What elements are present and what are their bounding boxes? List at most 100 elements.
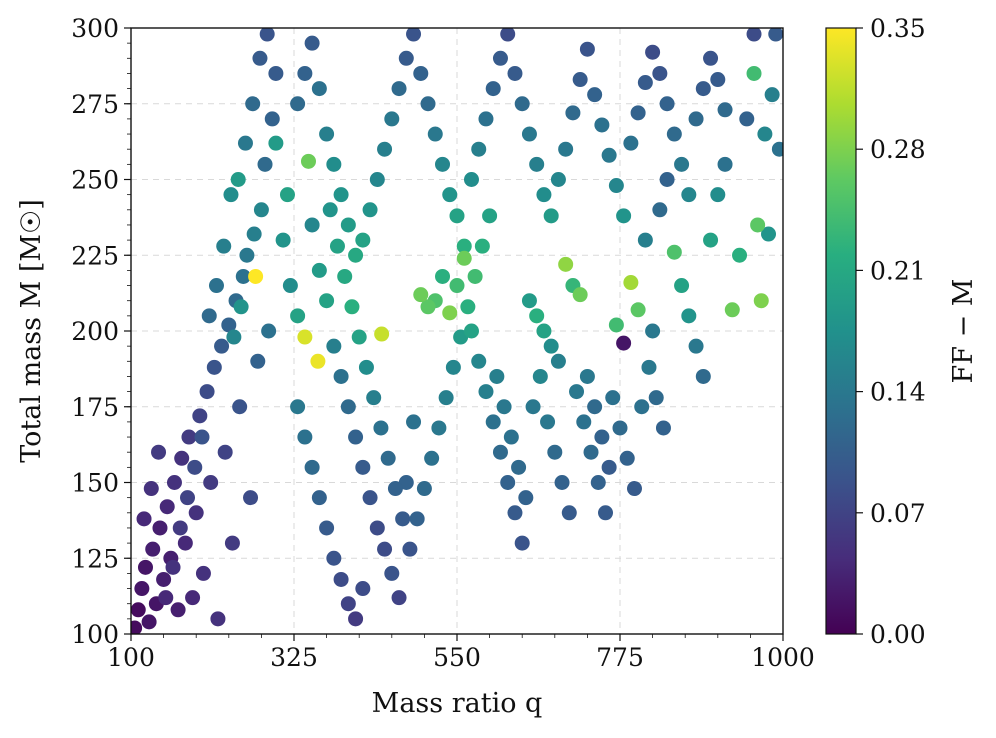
y-tick-label: 250	[71, 166, 119, 195]
scatter-point	[172, 520, 188, 536]
scatter-point	[630, 302, 646, 318]
scatter-point	[540, 414, 556, 430]
colorbar-gradient	[825, 27, 857, 635]
scatter-point	[351, 329, 367, 345]
scatter-point	[492, 444, 508, 460]
scatter-point	[739, 111, 755, 127]
scatter-point	[329, 238, 345, 254]
scatter-point	[311, 262, 327, 278]
scatter-point	[326, 338, 342, 354]
scatter-point	[224, 535, 240, 551]
scatter-point	[608, 317, 624, 333]
scatter-point	[536, 323, 552, 339]
scatter-point	[710, 72, 726, 88]
scatter-point	[185, 590, 201, 606]
scatter-point	[532, 368, 548, 384]
scatter-point	[717, 156, 733, 172]
scatter-point	[206, 359, 222, 375]
scatter-point	[326, 550, 342, 566]
scatter-point	[290, 399, 306, 415]
scatter-point	[252, 50, 268, 66]
scatter-point	[158, 590, 174, 606]
scatter-point	[717, 102, 733, 118]
scatter-point	[471, 353, 487, 369]
scatter-point	[340, 596, 356, 612]
scatter-point	[771, 141, 783, 157]
scatter-point	[489, 368, 505, 384]
scatter-point	[259, 28, 275, 42]
scatter-point	[391, 590, 407, 606]
scatter-point	[230, 172, 246, 187]
scatter-point	[156, 571, 172, 587]
scatter-point	[261, 323, 277, 339]
scatter-point	[594, 429, 610, 445]
scatter-point	[152, 520, 168, 536]
scatter-point	[587, 87, 603, 103]
scatter-point	[467, 268, 483, 284]
scatter-point	[297, 429, 313, 445]
scatter-point	[757, 126, 773, 142]
scatter-point	[297, 329, 313, 345]
scatter-point	[431, 420, 447, 436]
scatter-point	[203, 475, 219, 490]
scatter-point	[525, 399, 541, 415]
scatter-point	[221, 317, 237, 333]
scatter-point	[710, 187, 726, 203]
scatter-point	[500, 475, 516, 490]
colorbar-title: FF − M	[948, 279, 979, 384]
scatter-point	[337, 268, 353, 284]
scatter-point	[210, 611, 226, 627]
y-tick-label: 225	[71, 241, 119, 270]
scatter-point	[358, 359, 374, 375]
x-axis-title: Mass ratio q	[372, 688, 543, 719]
scatter-point	[543, 338, 559, 354]
scatter-point	[413, 287, 429, 303]
y-axis-ticks: 100 125 150 175 200 225 250 275 300	[71, 14, 131, 649]
colorbar-tick-label: 0.35	[870, 14, 926, 43]
scatter-point	[507, 65, 523, 81]
scatter-point	[637, 232, 653, 248]
scatter-point	[681, 187, 697, 203]
scatter-point	[507, 505, 523, 521]
scatter-point	[245, 96, 261, 112]
scatter-point	[319, 293, 335, 309]
scatter-point	[511, 459, 527, 475]
scatter-point	[634, 399, 650, 415]
scatter-point	[554, 475, 570, 490]
scatter-point	[275, 232, 291, 248]
scatter-point	[750, 217, 766, 233]
scatter-point	[268, 135, 284, 151]
scatter-point	[420, 96, 436, 112]
scatter-point	[290, 308, 306, 324]
scatter-point	[579, 368, 595, 384]
scatter-points	[131, 28, 783, 634]
scatter-point	[384, 111, 400, 127]
scatter-point	[326, 156, 342, 172]
scatter-point	[344, 299, 360, 315]
scatter-point	[732, 247, 748, 263]
colorbar-tick-label: 0.28	[870, 135, 926, 164]
scatter-point	[703, 50, 719, 66]
scatter-point	[641, 359, 657, 375]
scatter-point	[395, 511, 411, 527]
scatter-point	[626, 481, 642, 497]
scatter-point	[674, 156, 690, 172]
scatter-point	[695, 368, 711, 384]
scatter-point	[612, 420, 628, 436]
scatter-point	[572, 287, 588, 303]
scatter-point	[253, 202, 269, 218]
scatter-point	[311, 81, 327, 97]
scatter-point	[558, 141, 574, 157]
scatter-point	[492, 50, 508, 66]
x-tick-label: 550	[433, 643, 481, 672]
y-axis-title: Total mass M [M☉]	[16, 199, 47, 462]
scatter-point	[348, 611, 364, 627]
scatter-point	[165, 559, 181, 575]
scatter-point	[746, 28, 762, 42]
scatter-point	[616, 208, 632, 224]
scatter-point	[659, 96, 675, 112]
scatter-point	[652, 202, 668, 218]
scatter-point	[290, 96, 306, 112]
scatter-point	[304, 217, 320, 233]
scatter-point	[456, 250, 472, 266]
